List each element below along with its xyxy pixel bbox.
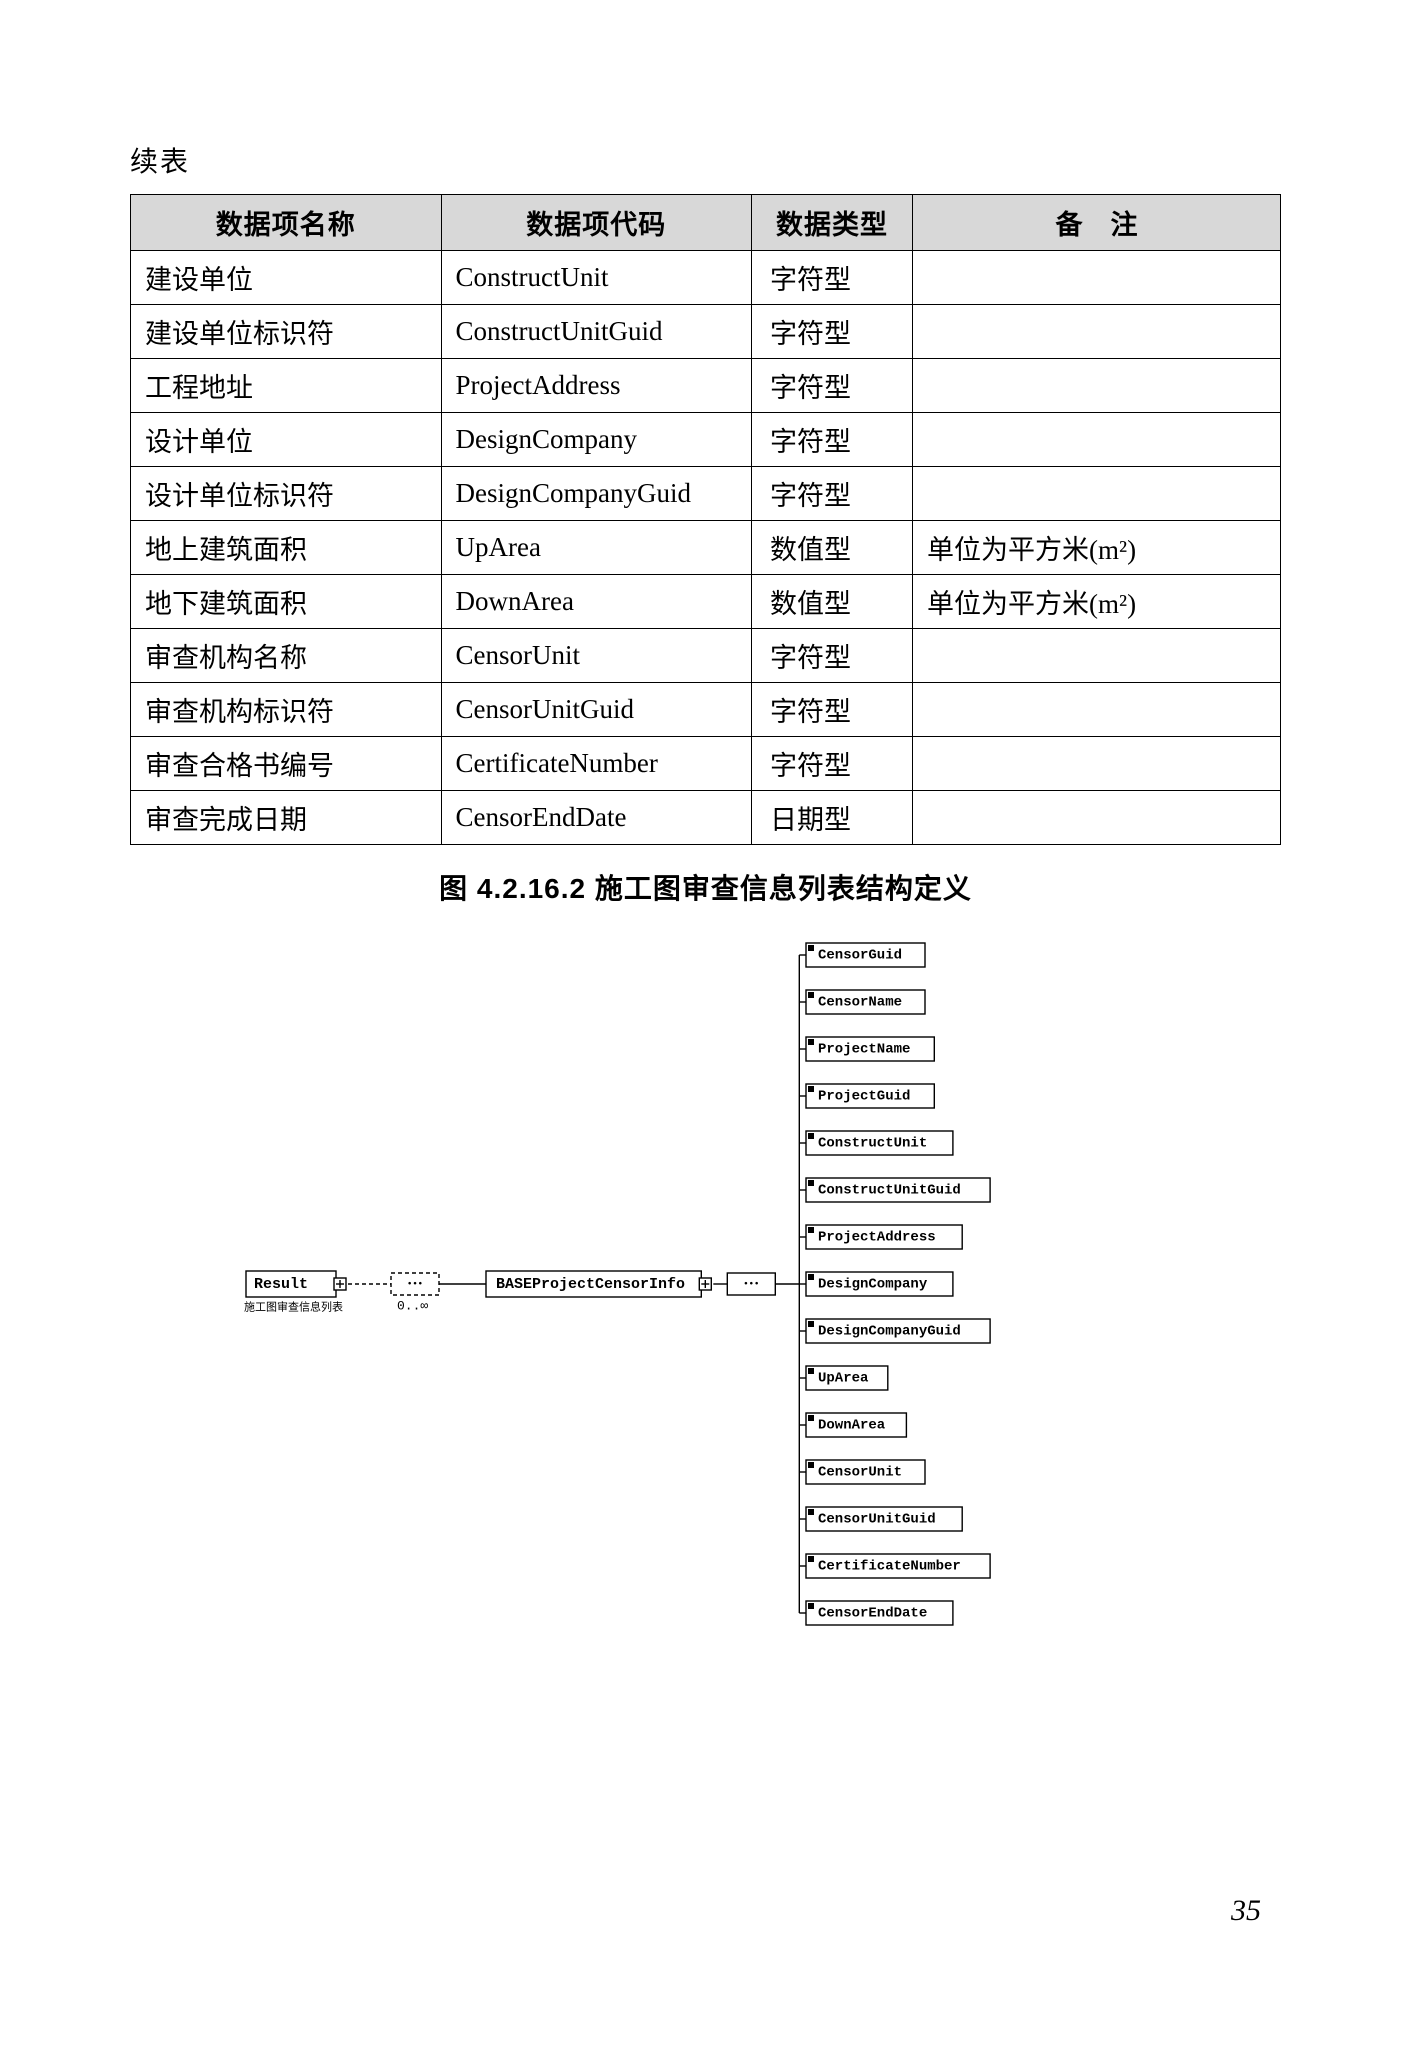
table-cell: CertificateNumber — [441, 737, 752, 791]
svg-text:CertificateNumber: CertificateNumber — [818, 1559, 961, 1575]
table-cell: 字符型 — [752, 629, 913, 683]
table-cell — [913, 737, 1281, 791]
table-cell: CensorUnitGuid — [441, 683, 752, 737]
table-cell: 字符型 — [752, 305, 913, 359]
table-cell: 审查合格书编号 — [131, 737, 442, 791]
table-header-row: 数据项名称 数据项代码 数据类型 备注 — [131, 195, 1281, 251]
svg-text:CensorUnit: CensorUnit — [818, 1465, 902, 1481]
table-cell: 单位为平方米(m²) — [913, 575, 1281, 629]
svg-text:ConstructUnitGuid: ConstructUnitGuid — [818, 1183, 961, 1199]
table-cell: 建设单位 — [131, 251, 442, 305]
table-row: 审查机构标识符CensorUnitGuid字符型 — [131, 683, 1281, 737]
table-cell — [913, 791, 1281, 845]
table-cell: ConstructUnit — [441, 251, 752, 305]
table-cell — [913, 683, 1281, 737]
table-row: 地上建筑面积UpArea数值型单位为平方米(m²) — [131, 521, 1281, 575]
table-cell: ConstructUnitGuid — [441, 305, 752, 359]
th-code: 数据项代码 — [441, 195, 752, 251]
schema-diagram: Result 施工图审查信息列表 ··· 0..∞ BASEProjectCensorI… — [206, 923, 1206, 1683]
table-cell — [913, 413, 1281, 467]
svg-text:DesignCompany: DesignCompany — [818, 1277, 928, 1293]
svg-text:0..∞: 0..∞ — [397, 1298, 428, 1313]
svg-text:DesignCompanyGuid: DesignCompanyGuid — [818, 1324, 961, 1340]
table-cell: 设计单位标识符 — [131, 467, 442, 521]
th-type: 数据类型 — [752, 195, 913, 251]
svg-text:UpArea: UpArea — [818, 1371, 869, 1387]
data-definition-table: 数据项名称 数据项代码 数据类型 备注 建设单位ConstructUnit字符型… — [130, 194, 1281, 845]
table-cell: 字符型 — [752, 413, 913, 467]
table-row: 设计单位DesignCompany字符型 — [131, 413, 1281, 467]
table-cell: 数值型 — [752, 521, 913, 575]
table-row: 建设单位标识符ConstructUnitGuid字符型 — [131, 305, 1281, 359]
table-cell: DownArea — [441, 575, 752, 629]
table-cell: 字符型 — [752, 251, 913, 305]
table-cell: ProjectAddress — [441, 359, 752, 413]
svg-text:CensorGuid: CensorGuid — [818, 948, 902, 964]
table-cell: 字符型 — [752, 467, 913, 521]
table-cell — [913, 251, 1281, 305]
figure-caption: 图 4.2.16.2 施工图审查信息列表结构定义 — [130, 867, 1281, 907]
table-cell: UpArea — [441, 521, 752, 575]
svg-text:CensorName: CensorName — [818, 995, 902, 1011]
table-cell: 地下建筑面积 — [131, 575, 442, 629]
table-cell: 日期型 — [752, 791, 913, 845]
table-cell — [913, 359, 1281, 413]
table-cell: 建设单位标识符 — [131, 305, 442, 359]
table-cell: 审查完成日期 — [131, 791, 442, 845]
table-row: 审查合格书编号CertificateNumber字符型 — [131, 737, 1281, 791]
svg-text:Result: Result — [254, 1276, 308, 1293]
table-cell: 地上建筑面积 — [131, 521, 442, 575]
table-row: 地下建筑面积DownArea数值型单位为平方米(m²) — [131, 575, 1281, 629]
table-cell — [913, 467, 1281, 521]
svg-text:DownArea: DownArea — [818, 1418, 886, 1434]
table-cell: 设计单位 — [131, 413, 442, 467]
svg-text:···: ··· — [406, 1276, 422, 1293]
svg-text:CensorUnitGuid: CensorUnitGuid — [818, 1512, 936, 1528]
table-cell: 字符型 — [752, 359, 913, 413]
table-row: 审查机构名称CensorUnit字符型 — [131, 629, 1281, 683]
table-cell: CensorUnit — [441, 629, 752, 683]
svg-text:···: ··· — [743, 1276, 759, 1293]
table-row: 建设单位ConstructUnit字符型 — [131, 251, 1281, 305]
table-cell: DesignCompany — [441, 413, 752, 467]
svg-text:ProjectName: ProjectName — [818, 1042, 910, 1058]
table-row: 审查完成日期CensorEndDate日期型 — [131, 791, 1281, 845]
svg-text:ConstructUnit: ConstructUnit — [818, 1136, 927, 1152]
table-cell: CensorEndDate — [441, 791, 752, 845]
table-cell: 字符型 — [752, 683, 913, 737]
table-cell: 审查机构标识符 — [131, 683, 442, 737]
table-cell — [913, 305, 1281, 359]
table-cell: 数值型 — [752, 575, 913, 629]
table-cell: 字符型 — [752, 737, 913, 791]
table-cell: 单位为平方米(m²) — [913, 521, 1281, 575]
svg-text:施工图审查信息列表: 施工图审查信息列表 — [244, 1300, 343, 1314]
table-cell: DesignCompanyGuid — [441, 467, 752, 521]
table-row: 工程地址ProjectAddress字符型 — [131, 359, 1281, 413]
page-number: 35 — [1231, 1894, 1261, 1928]
th-name: 数据项名称 — [131, 195, 442, 251]
svg-text:CensorEndDate: CensorEndDate — [818, 1606, 927, 1622]
table-cell: 审查机构名称 — [131, 629, 442, 683]
svg-text:ProjectGuid: ProjectGuid — [818, 1089, 910, 1105]
continued-label: 续表 — [130, 140, 1281, 180]
svg-text:BASEProjectCensorInfo: BASEProjectCensorInfo — [496, 1276, 685, 1293]
table-cell — [913, 629, 1281, 683]
svg-text:ProjectAddress: ProjectAddress — [818, 1230, 936, 1246]
table-cell: 工程地址 — [131, 359, 442, 413]
table-row: 设计单位标识符DesignCompanyGuid字符型 — [131, 467, 1281, 521]
th-note: 备注 — [913, 195, 1281, 251]
